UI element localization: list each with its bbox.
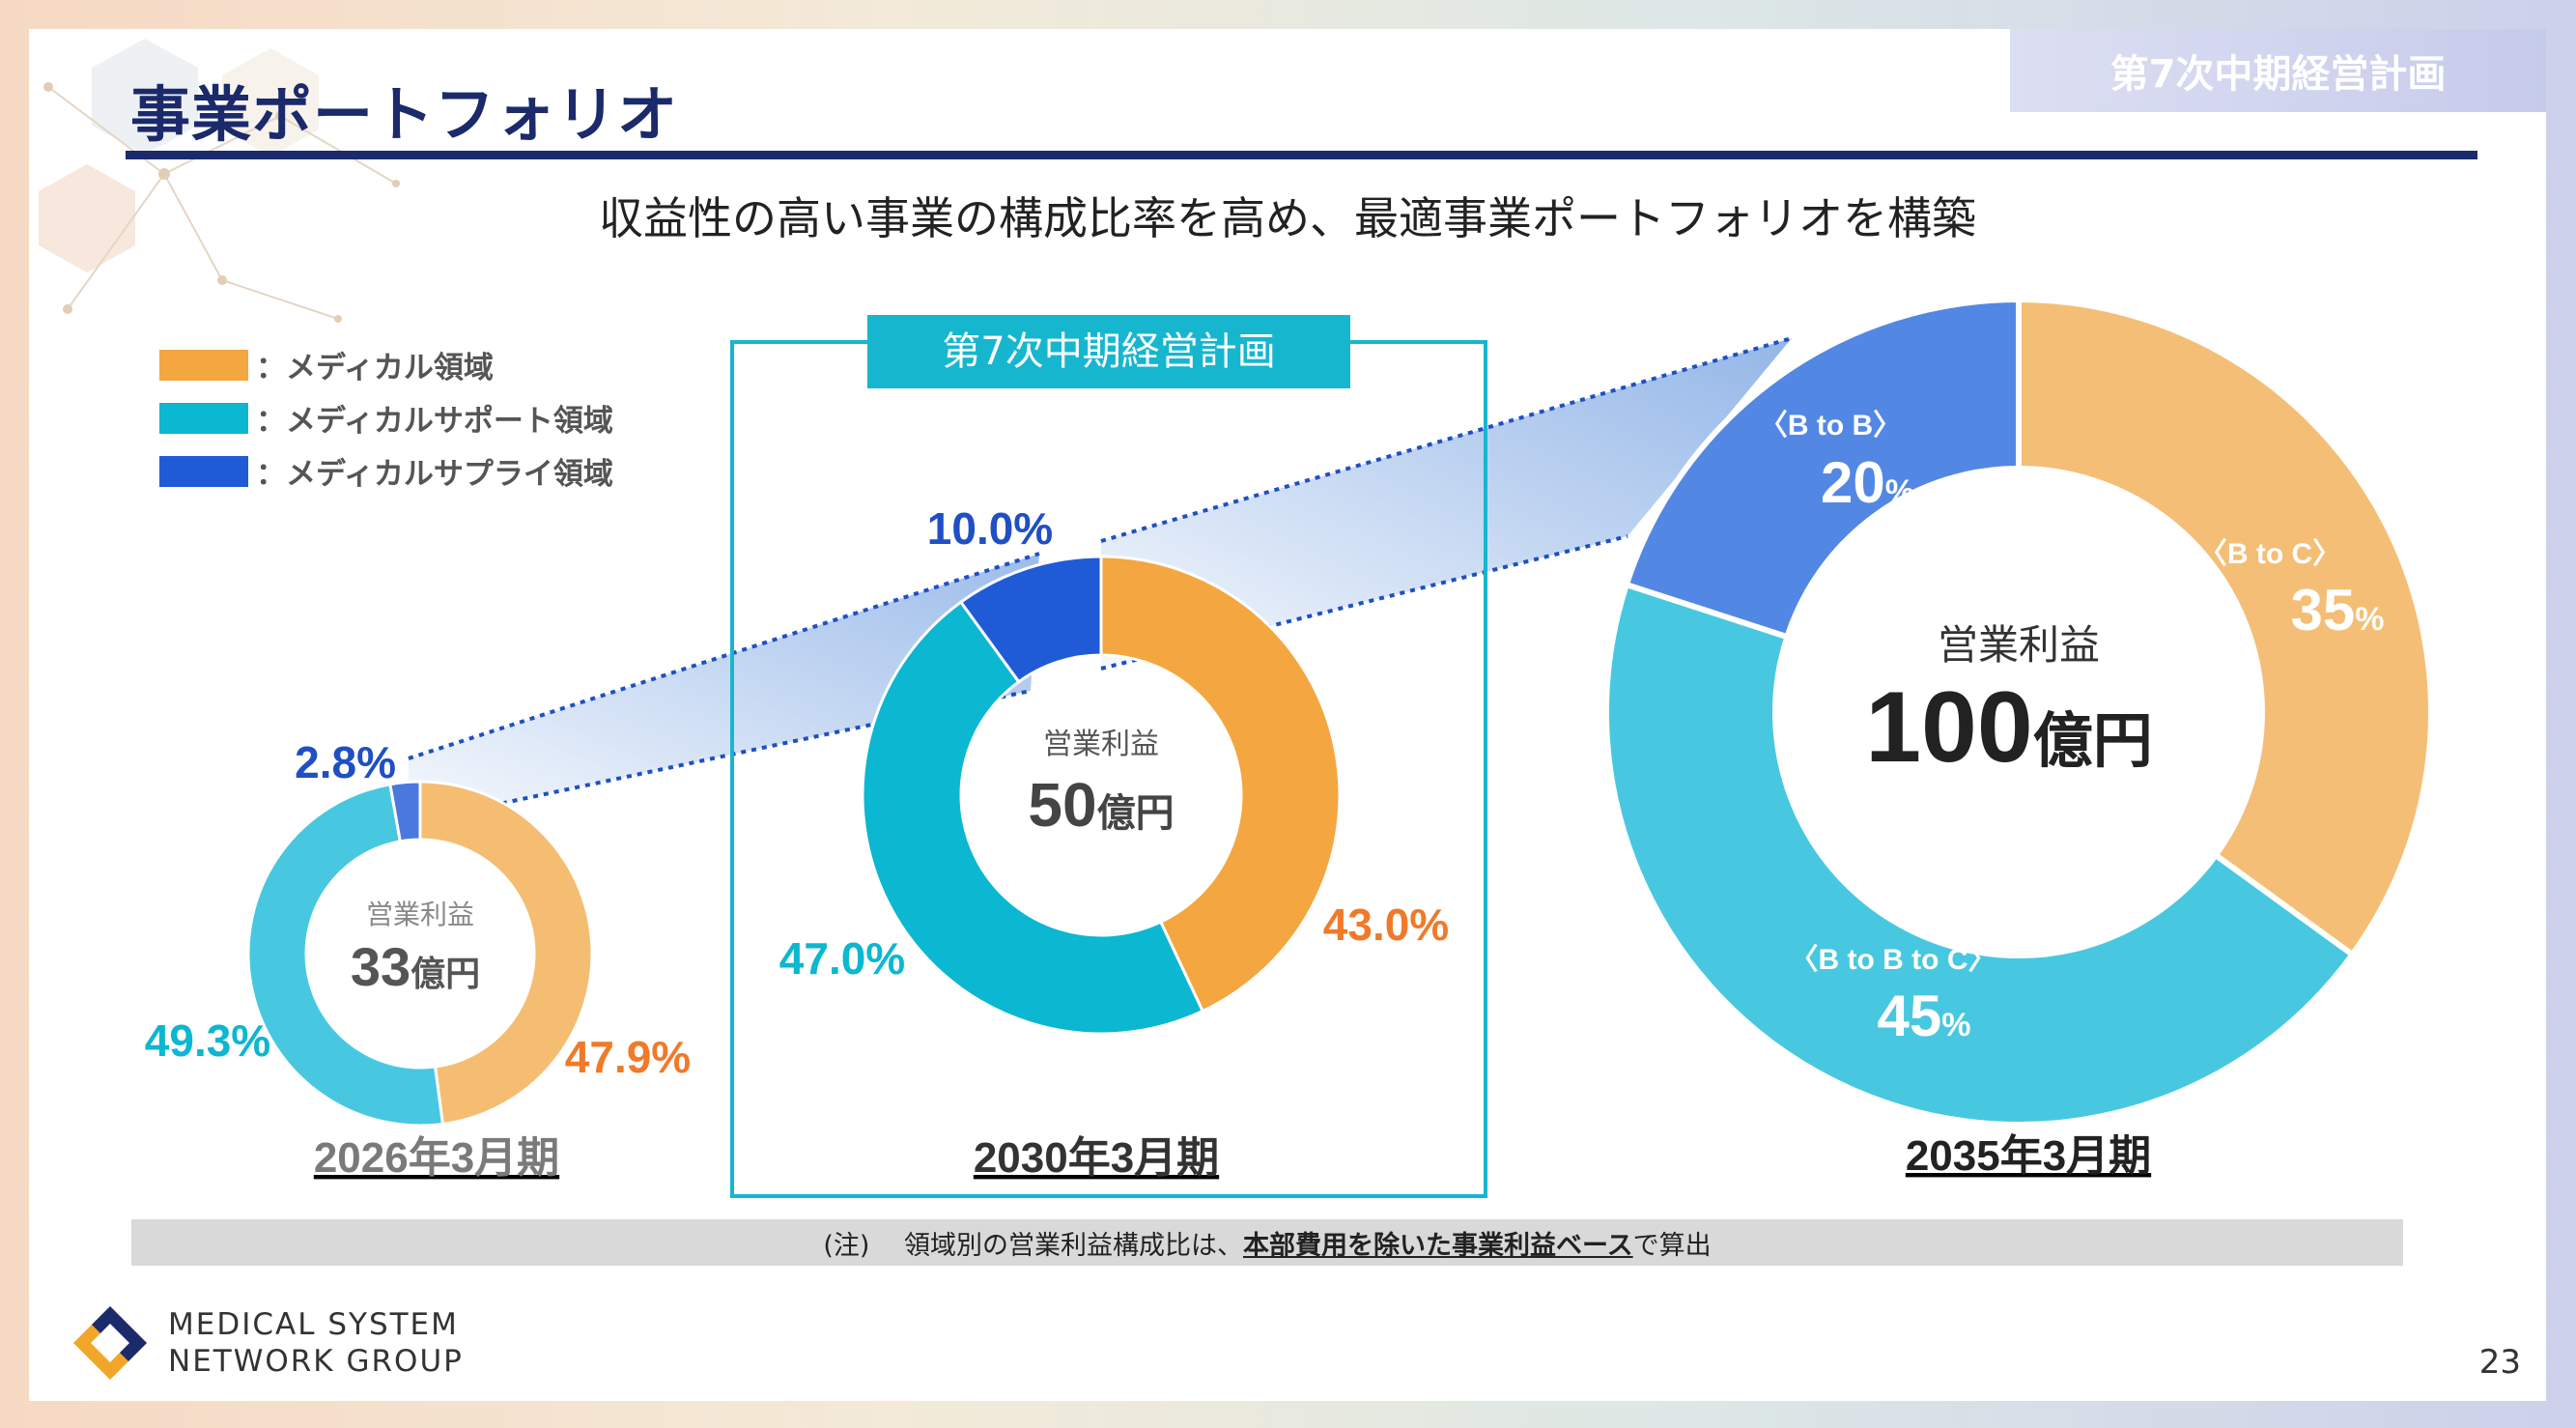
- logo-line-1: MEDICAL SYSTEM: [168, 1307, 459, 1342]
- note-prefix: (注) 領域別の営業利益構成比は、: [823, 1230, 1243, 1261]
- label-2026-medical: 47.9%: [565, 1032, 691, 1082]
- unit: 億円: [1097, 792, 1175, 835]
- note-suffix: で算出: [1632, 1230, 1712, 1261]
- logo-mark-icon: [73, 1306, 147, 1380]
- slide-subtitle: 収益性の高い事業の構成比率を高め、最適事業ポートフォリオを構築: [599, 192, 1976, 244]
- segment-category-btob: 〈B to B〉: [1759, 410, 1902, 442]
- center-value-2030: 50億円: [1028, 770, 1174, 840]
- plan-badge: 第7次中期経営計画: [2010, 29, 2546, 112]
- segment-value-btobtoc: 45%: [1878, 984, 1971, 1048]
- value-btobtoc: 45: [1878, 984, 1942, 1048]
- segment-value-btob: 20%: [1821, 450, 1914, 515]
- segment-value-btoc: 35%: [2291, 578, 2385, 643]
- donut-slice-btob: [1623, 296, 2022, 641]
- center-label-2026: 営業利益: [366, 900, 474, 929]
- legend-label: ：メディカル領域: [256, 351, 494, 386]
- unit: 億円: [2033, 708, 2153, 775]
- center-label-2030: 営業利益: [1043, 728, 1159, 760]
- center-label-2035: 営業利益: [1938, 622, 2100, 668]
- connector-2026-to-2030: [408, 552, 1040, 825]
- donut-slice-medical-support: [246, 783, 445, 1128]
- center-value-2035: 100億円: [1865, 671, 2153, 784]
- donut-2026: [246, 780, 594, 1128]
- plan-box-label: 第7次中期経営計画: [942, 329, 1275, 374]
- legend-swatch: [159, 455, 248, 487]
- donut-slice-medical-support: [861, 600, 1205, 1036]
- donut-slice-btobtoc: [1603, 581, 2357, 1128]
- percent-sign: %: [1885, 473, 1914, 510]
- segment-category-btoc: 〈B to C〉: [2198, 538, 2341, 570]
- period-label-2035: 2035年3月期: [1906, 1132, 2151, 1180]
- label-2030-supply: 10.0%: [927, 503, 1053, 554]
- company-logo: MEDICAL SYSTEM NETWORK GROUP: [70, 1302, 464, 1384]
- segment-category-btobtoc: 〈B to B to C〉: [1790, 944, 1997, 976]
- slide: 第7次中期経営計画 事業ポートフォリオ 収益性の高い事業の構成比率を高め、最適事…: [29, 29, 2546, 1401]
- donut-2030: [861, 555, 1342, 1036]
- donut-slice-medical-supply: [958, 555, 1103, 684]
- legend-label: ：メディカルサプライ領域: [256, 457, 613, 492]
- value-btob: 20: [1821, 450, 1885, 515]
- page-number: 23: [2478, 1343, 2521, 1382]
- decorative-hexagon-network: [39, 39, 400, 323]
- unit: 億円: [410, 954, 480, 993]
- value: 50: [1028, 770, 1096, 840]
- legend-item-medical-support: ：メディカルサポート領域: [159, 391, 613, 444]
- percent-sign: %: [2355, 601, 2384, 638]
- logo-line-2: NETWORK GROUP: [168, 1344, 464, 1379]
- label-2030-medical: 43.0%: [1323, 900, 1449, 950]
- legend-item-medical: ：メディカル領域: [159, 338, 613, 391]
- plan-box-header: [867, 315, 1350, 388]
- logo-text: MEDICAL SYSTEM NETWORK GROUP: [168, 1306, 464, 1380]
- title-underline: [126, 151, 2477, 159]
- donut-slice-medical: [418, 780, 594, 1127]
- donut-slice-btoc: [2016, 296, 2434, 959]
- page-title: 事業ポートフォリオ: [130, 79, 679, 150]
- label-2026-supply: 2.8%: [295, 737, 396, 787]
- percent-sign: %: [1941, 1007, 1970, 1043]
- footnote-bar: (注) 領域別の営業利益構成比は、 本部費用を除いた事業利益ベース で算出: [131, 1219, 2403, 1266]
- value-btoc: 35: [2291, 578, 2356, 643]
- period-label-2030: 2030年3月期: [974, 1134, 1219, 1182]
- legend-label: ：メディカルサポート領域: [256, 404, 613, 439]
- donut-slice-medical-supply: [388, 780, 422, 843]
- period-label-2026: 2026年3月期: [314, 1134, 559, 1182]
- center-value-2026: 33億円: [351, 936, 480, 997]
- value: 100: [1865, 671, 2033, 784]
- note-emphasis: 本部費用を除いた事業利益ベース: [1243, 1230, 1633, 1261]
- label-2026-support: 49.3%: [145, 1015, 270, 1066]
- legend: ：メディカル領域 ：メディカルサポート領域 ：メディカルサプライ領域: [159, 338, 613, 498]
- legend-swatch: [159, 402, 248, 434]
- label-2030-support: 47.0%: [779, 933, 905, 984]
- connector-2030-to-2035: [1100, 336, 1793, 671]
- portfolio-donut-charts: 第7次中期経営計画 2.8% 47.9% 49.3% 10.0% 43.0% 4…: [145, 296, 2434, 1198]
- donut-slice-medical: [1099, 555, 1342, 1014]
- donut-2035: [1603, 296, 2434, 1128]
- value: 33: [351, 936, 410, 997]
- legend-swatch: [159, 349, 248, 381]
- legend-item-medical-supply: ：メディカルサプライ領域: [159, 444, 613, 498]
